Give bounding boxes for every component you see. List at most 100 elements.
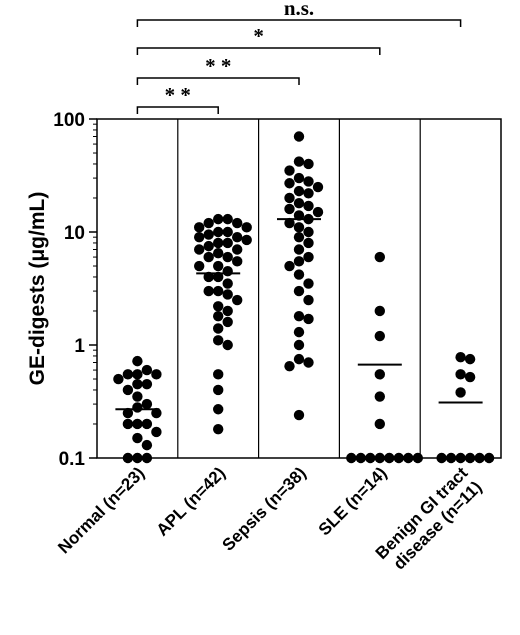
data-point	[284, 203, 295, 215]
data-point	[374, 251, 385, 263]
data-point	[213, 301, 224, 312]
data-point	[374, 305, 385, 317]
data-point	[355, 452, 366, 464]
data-point	[393, 452, 404, 464]
data-point	[232, 217, 243, 229]
data-point	[232, 294, 243, 306]
x-axis-labels: Normal (n=23) APL (n=42)Sepsis (n=38) SLE …	[54, 463, 486, 577]
significance-bracket	[136, 47, 381, 55]
significance-bracket	[136, 77, 300, 85]
data-point	[151, 426, 162, 438]
data-point	[464, 353, 476, 365]
data-point	[213, 285, 224, 297]
data-point	[203, 229, 214, 240]
data-point	[132, 391, 143, 402]
data-point	[194, 260, 205, 272]
data-point	[222, 226, 233, 238]
data-point	[293, 185, 305, 197]
plot-border	[96, 118, 502, 459]
data-point	[113, 373, 124, 385]
data-point	[293, 353, 305, 365]
y-tick-label: 1	[74, 336, 85, 357]
data-point	[293, 310, 305, 322]
data-point	[303, 313, 314, 325]
significance-label: *	[253, 24, 264, 48]
data-point	[203, 217, 214, 229]
data-point	[293, 131, 305, 142]
data-point	[284, 178, 295, 189]
data-point	[203, 285, 214, 297]
data-point	[293, 256, 305, 267]
data-point	[455, 351, 466, 363]
x-category-label-line: SLE (n=14)	[315, 463, 391, 539]
data-point	[132, 402, 143, 413]
data-point	[232, 244, 243, 255]
data-point	[213, 369, 224, 380]
data-point	[284, 217, 295, 229]
data-point	[464, 371, 476, 383]
data-point	[293, 172, 305, 184]
significance-brackets: n.s. * * * * *	[136, 0, 462, 114]
data-point	[132, 452, 143, 464]
data-point	[293, 326, 305, 338]
data-point	[213, 323, 224, 334]
significance-bracket	[136, 19, 462, 27]
data-point	[141, 418, 153, 430]
data-point	[303, 176, 314, 187]
data-point	[241, 222, 252, 233]
x-category-label-line: APL (n=42)	[153, 463, 229, 539]
data-point	[194, 231, 205, 243]
data-point	[293, 269, 305, 280]
x-category-label-line: Normal (n=23)	[54, 463, 148, 557]
data-point	[141, 378, 153, 390]
data-point	[222, 251, 233, 263]
data-point	[213, 335, 224, 346]
data-point	[284, 165, 295, 176]
data-point	[222, 278, 233, 289]
significance-label: * *	[205, 54, 231, 78]
mean-lines	[115, 218, 483, 411]
y-tick-label: 10	[64, 223, 85, 244]
data-point	[412, 452, 423, 464]
data-point	[483, 452, 495, 464]
data-point	[194, 244, 205, 255]
data-point	[132, 355, 143, 367]
significance-label: n.s.	[284, 0, 314, 20]
data-point	[222, 265, 233, 277]
data-point	[303, 237, 314, 249]
data-point	[213, 226, 224, 238]
data-point	[241, 234, 252, 246]
data-point	[203, 251, 214, 263]
data-point	[303, 226, 314, 238]
data-point	[213, 247, 224, 259]
data-point	[141, 439, 153, 451]
y-axis-title: GE-digests (μg/mL)	[26, 192, 49, 386]
data-point	[222, 289, 233, 300]
x-category-label: APL (n=42)	[153, 463, 229, 539]
data-point	[312, 181, 324, 193]
data-point	[436, 452, 447, 464]
data-point	[384, 452, 395, 464]
data-point	[213, 213, 224, 225]
data-point	[141, 364, 153, 376]
data-point	[122, 384, 134, 396]
data-point	[122, 452, 134, 464]
plot-frame	[96, 118, 502, 459]
data-point	[151, 369, 162, 380]
data-point	[293, 222, 305, 233]
data-point	[213, 310, 224, 322]
data-point	[293, 339, 305, 351]
data-point	[303, 251, 314, 263]
x-category-label: Sepsis (n=38)	[219, 463, 310, 554]
data-point	[122, 407, 134, 419]
data-point	[222, 339, 233, 351]
y-axis: 0.1 1 10 100 GE-digests (μg/mL)	[26, 110, 97, 470]
data-point	[222, 316, 233, 328]
data-point	[232, 256, 243, 267]
data-point	[203, 240, 214, 252]
data-point	[293, 197, 305, 209]
x-category-label: Benign GI tractdisease (n=11)	[372, 463, 486, 577]
data-point	[132, 378, 143, 390]
data-point	[213, 237, 224, 249]
